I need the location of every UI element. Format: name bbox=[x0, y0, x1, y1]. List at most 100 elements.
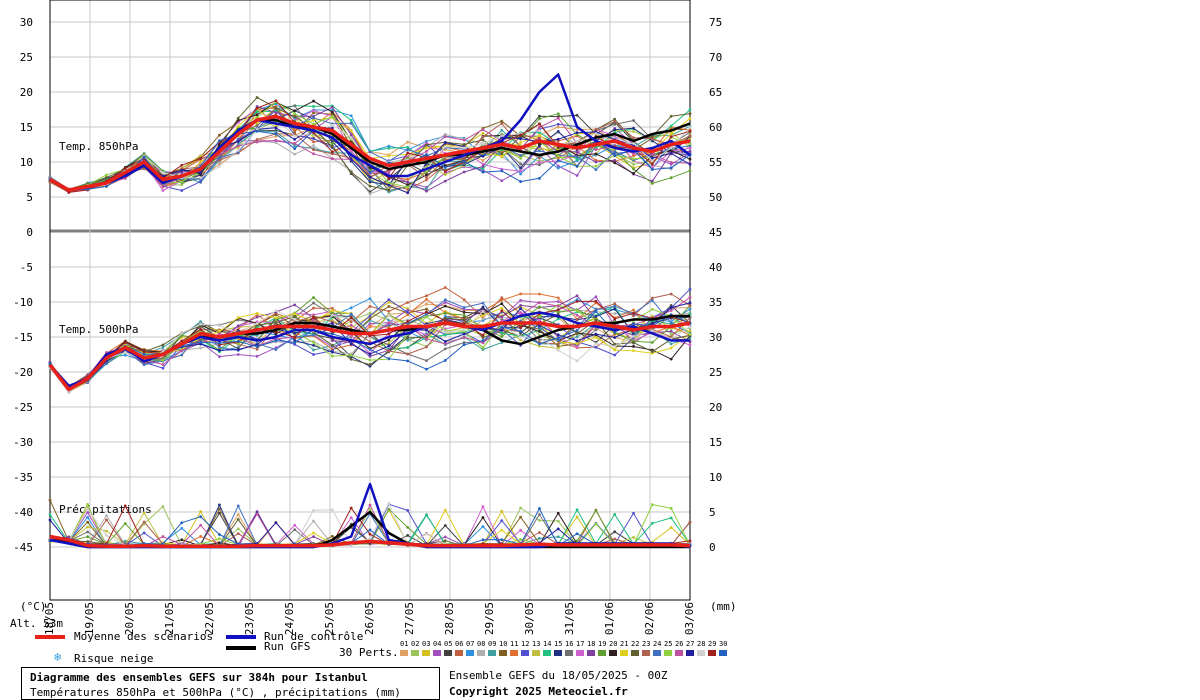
perturbation-line-12-point bbox=[594, 345, 598, 349]
perturbation-line-30-point bbox=[556, 159, 560, 162]
perturbation-line-17-point bbox=[349, 149, 353, 153]
perturbation-line-26-point bbox=[669, 309, 673, 312]
control-run-line bbox=[49, 73, 691, 192]
x-tick-label: 28/05 bbox=[443, 602, 456, 635]
perturbation-swatch bbox=[587, 650, 595, 656]
perturbation-line-07-point bbox=[86, 515, 90, 519]
perturbation-line-26-point bbox=[123, 177, 127, 180]
perturbation-line-28-point bbox=[632, 142, 635, 145]
perturbation-line-26-point bbox=[312, 152, 315, 156]
perturbation-line-24-point bbox=[650, 298, 654, 302]
perturbation-line-26-point bbox=[255, 140, 259, 144]
perturbation-line-18-point bbox=[67, 535, 71, 539]
perturbation-line-14-point bbox=[613, 512, 617, 516]
perturbation-line-29-point bbox=[349, 316, 353, 320]
perturbation-line-24-point bbox=[669, 321, 673, 325]
perturbation-line-18-point bbox=[330, 339, 334, 343]
perturbation-line-26-point bbox=[161, 184, 165, 188]
perturbation-line-10-point bbox=[48, 498, 52, 502]
right-axis-unit: (mm) bbox=[710, 600, 737, 613]
perturbation-line-30-point bbox=[255, 129, 259, 133]
perturbation-line-22-point bbox=[105, 175, 108, 179]
perturbation-line-21-point bbox=[236, 316, 240, 319]
perturbation-line-27-point bbox=[406, 191, 410, 195]
perturbation-line-30-point bbox=[105, 184, 108, 188]
perturbation-line-23-point bbox=[500, 122, 504, 125]
perturbation-line-26-point bbox=[538, 301, 541, 304]
perturbation-line-28-point bbox=[688, 325, 692, 329]
perturbation-line-29-point bbox=[368, 532, 372, 536]
perturbation-line-28-point bbox=[368, 337, 372, 341]
perturbation-line-23-point bbox=[425, 345, 428, 349]
perturbation-line-23-point bbox=[255, 347, 259, 351]
perturbation-line-15-point bbox=[519, 166, 522, 170]
perturbation-line-14-point bbox=[255, 110, 259, 114]
perturbation-swatch bbox=[422, 650, 430, 656]
left-tick-label: 25 bbox=[20, 51, 33, 64]
perturbation-line-24-point bbox=[274, 348, 278, 351]
perturbation-line-09-point bbox=[538, 537, 541, 540]
perturbation-line-12-point bbox=[556, 122, 560, 126]
perturbation-line-22-point bbox=[613, 117, 617, 121]
perturbation-line-18-point bbox=[462, 170, 466, 174]
right-tick-label: 25 bbox=[709, 366, 722, 379]
perturbation-line-19-point bbox=[368, 168, 372, 172]
perturbation-line-04-point bbox=[443, 301, 447, 304]
perturbation-line-28-point bbox=[650, 159, 654, 163]
perturbation-line-30-point bbox=[481, 538, 485, 542]
perturbation-line-19-point bbox=[538, 117, 541, 121]
perturbation-line-15-point bbox=[481, 305, 485, 309]
x-tick-label: 19/05 bbox=[83, 602, 96, 635]
perturbation-line-25-point bbox=[688, 142, 692, 146]
perturbation-line-30-point bbox=[199, 515, 202, 519]
perturbation-line-19-point bbox=[462, 313, 466, 317]
perturbation-line-27-point bbox=[519, 307, 522, 310]
perturbation-line-19-point bbox=[330, 311, 334, 315]
perturbation-line-28-point bbox=[293, 134, 297, 138]
perturbation-line-25-point bbox=[349, 353, 353, 357]
perturbation-line-30-point bbox=[632, 322, 635, 326]
perturbation-line-21-point bbox=[199, 160, 202, 164]
ensemble-mean-line bbox=[48, 321, 691, 392]
perturbation-line-25-point bbox=[86, 502, 90, 506]
perturbation-line-27-point bbox=[368, 352, 372, 356]
perturbation-line-30-point bbox=[368, 170, 372, 174]
perturbation-line-20-point bbox=[669, 357, 673, 361]
perturbation-line-26-point bbox=[632, 152, 635, 156]
perturbation-line-30-point bbox=[142, 155, 146, 159]
perturbation-line-30-point bbox=[575, 164, 579, 168]
perturbation-swatch bbox=[697, 650, 705, 656]
perturbation-line-22-point bbox=[274, 106, 278, 110]
perturbation-line-29-point bbox=[180, 339, 184, 343]
perturbation-line-06-point bbox=[368, 305, 372, 308]
perturbation-line-25-point bbox=[312, 341, 315, 344]
perturbation-line-17-point bbox=[349, 516, 353, 520]
perturbation-line-29-point bbox=[481, 333, 485, 337]
perturbation-line-29-point bbox=[688, 129, 692, 133]
perturbation-line-23-point bbox=[632, 136, 635, 140]
perturbation-swatch bbox=[444, 650, 452, 656]
perturbation-line-23-point bbox=[688, 520, 692, 524]
run-info: Ensemble GEFS du 18/05/2025 - 00Z bbox=[449, 669, 668, 682]
perturbation-swatch bbox=[565, 650, 573, 656]
perturbation-number: 23 bbox=[642, 640, 651, 648]
perturbation-line-06-point bbox=[312, 140, 315, 144]
perturbation-line-27-point bbox=[500, 328, 504, 332]
perturbation-line-18-point bbox=[613, 158, 617, 162]
perturbation-line-20-point bbox=[255, 113, 259, 117]
perturbation-line-10-point bbox=[556, 345, 560, 348]
perturbation-line-24-point bbox=[105, 362, 108, 366]
perturbation-line-14-point bbox=[443, 333, 447, 337]
perturbation-line-14-point bbox=[650, 521, 654, 525]
perturbation-line-07-point bbox=[519, 172, 522, 176]
perturbation-line-24-point bbox=[218, 156, 221, 160]
perturbation-line-05-point bbox=[406, 533, 410, 537]
perturbation-line-22-point bbox=[330, 343, 334, 347]
perturbation-line-25-point bbox=[594, 164, 598, 168]
perturbation-line-29-point bbox=[556, 308, 560, 312]
perturbation-line-08-point bbox=[312, 144, 315, 147]
perturbation-line-24-point bbox=[180, 353, 184, 357]
perturbation-line-11-point bbox=[387, 325, 391, 329]
perturbation-line-19-point bbox=[538, 305, 541, 309]
perturbation-line-18-point bbox=[575, 294, 579, 298]
